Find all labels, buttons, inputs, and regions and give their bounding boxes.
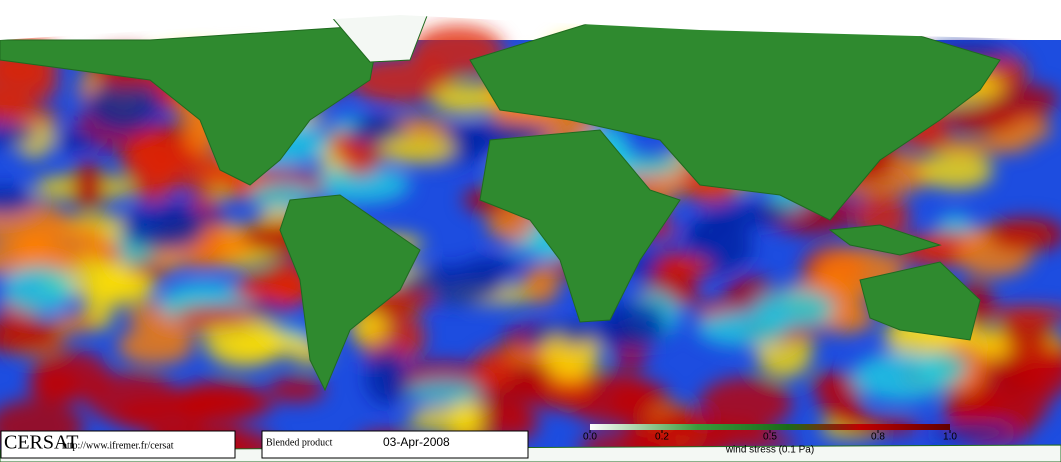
colorbar-tick-label: 0.2 (655, 432, 669, 443)
wind-patch (189, 193, 223, 211)
wind-patch (463, 257, 524, 277)
wind-patch (979, 306, 1061, 323)
wind-patch (565, 372, 656, 425)
wind-patch (30, 350, 110, 402)
wind-patch (0, 57, 59, 109)
wind-patch (339, 139, 382, 177)
wind-patch (117, 327, 194, 365)
date: 03-Apr-2008 (383, 435, 450, 449)
url: http://www.ifremer.fr/cersat (62, 440, 174, 451)
wind-patch (681, 223, 718, 240)
wind-patch (699, 377, 793, 431)
wind-patch (406, 380, 482, 404)
colorbar-tick-label: 0.8 (871, 432, 885, 443)
logo-box (0, 430, 236, 459)
wind-patch (0, 186, 35, 215)
wind-patch (597, 301, 668, 350)
wind-patch (559, 321, 592, 344)
wind-patch (472, 349, 516, 390)
wind-patch (655, 255, 713, 279)
wind-patch (752, 289, 836, 329)
wind-patch (432, 82, 499, 115)
wind-patch (0, 319, 63, 353)
logo: CERSAT (4, 432, 78, 454)
colorbar-tick-label: 0.5 (763, 432, 777, 443)
wind-patch (809, 374, 845, 392)
wind-patch (379, 134, 456, 164)
wind-patch (237, 270, 314, 300)
colorbar-tick-label: 1.0 (943, 432, 957, 443)
wind-patch (176, 305, 256, 327)
wind-patch (86, 78, 163, 133)
wind-patch (698, 203, 791, 228)
wind-patch (267, 377, 325, 403)
wind-patch (1017, 345, 1061, 399)
wind-patch (220, 331, 313, 358)
colorbar-tick-label: 0.0 (583, 432, 597, 443)
wind-patch (365, 349, 409, 405)
colorbar-label: wind stress (0.1 Pa) (725, 445, 814, 456)
wind-patch (541, 329, 601, 379)
wind-patch (90, 269, 156, 306)
wind-patch (119, 203, 206, 251)
wind-patch (523, 385, 602, 410)
wind-patch (0, 124, 40, 147)
colorbar (590, 424, 950, 430)
wind-patch (408, 406, 488, 433)
wind-patch (919, 152, 994, 190)
wind-patch (916, 351, 967, 386)
wind-patch (523, 263, 560, 304)
wind-patch (311, 164, 411, 204)
product: Blended product (266, 437, 333, 448)
wind-patch (948, 112, 1017, 133)
info-box (261, 430, 529, 459)
wind-patch (112, 399, 213, 433)
wind-patch (53, 313, 97, 334)
wind-patch (925, 138, 1032, 155)
wind-patch (2, 265, 75, 315)
wind-patch (51, 129, 100, 152)
wind-patch (0, 108, 63, 126)
wind-patch (70, 160, 106, 212)
wind-patch (987, 216, 1061, 252)
